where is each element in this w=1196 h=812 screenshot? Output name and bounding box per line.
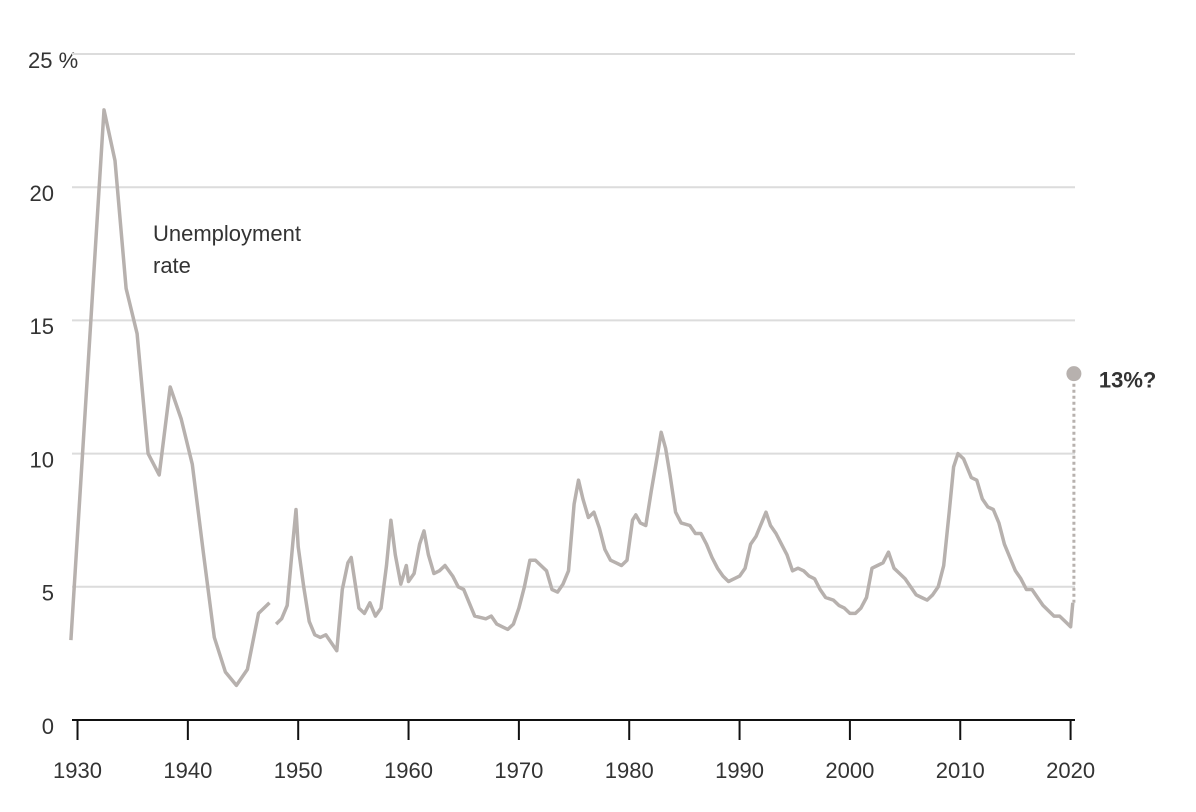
x-tick-label: 1940 xyxy=(163,758,212,783)
x-tick-label: 2010 xyxy=(936,758,985,783)
x-tick-label: 1980 xyxy=(605,758,654,783)
unemployment-line xyxy=(69,108,1075,688)
x-tick-label: 1930 xyxy=(53,758,102,783)
x-tick-label: 2000 xyxy=(825,758,874,783)
y-tick-label: 5 xyxy=(42,581,54,606)
x-tick-label: 1950 xyxy=(274,758,323,783)
x-tick-label: 1990 xyxy=(715,758,764,783)
y-tick-label: 25 % xyxy=(28,48,78,73)
y-tick-label: 15 xyxy=(30,314,54,339)
projection-label: 13%? xyxy=(1099,367,1156,392)
x-tick-label: 1960 xyxy=(384,758,433,783)
annotation: Unemployment rate xyxy=(153,221,301,278)
x-tick-label: 1970 xyxy=(494,758,543,783)
y-tick-label: 20 xyxy=(30,181,54,206)
projection-point xyxy=(1066,366,1082,382)
y-tick-label: 0 xyxy=(42,714,54,739)
y-tick-label: 10 xyxy=(30,447,54,472)
x-tick-label: 2020 xyxy=(1046,758,1095,783)
